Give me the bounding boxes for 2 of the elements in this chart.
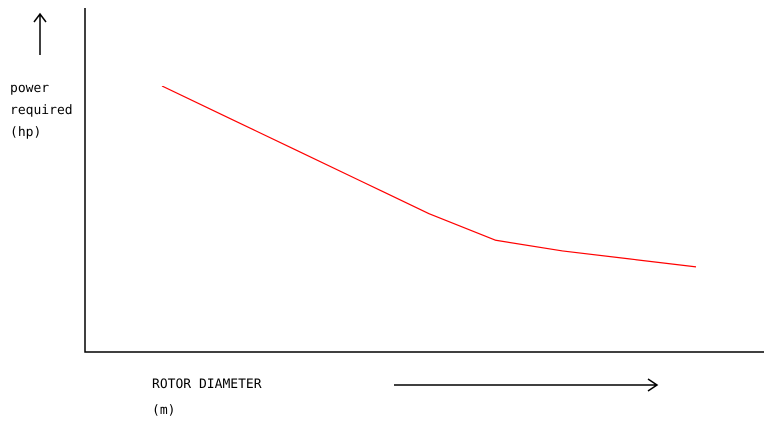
y-axis-title: power required (hp) bbox=[10, 80, 73, 142]
x-axis-title: ROTOR DIAMETER (m) bbox=[152, 376, 263, 420]
